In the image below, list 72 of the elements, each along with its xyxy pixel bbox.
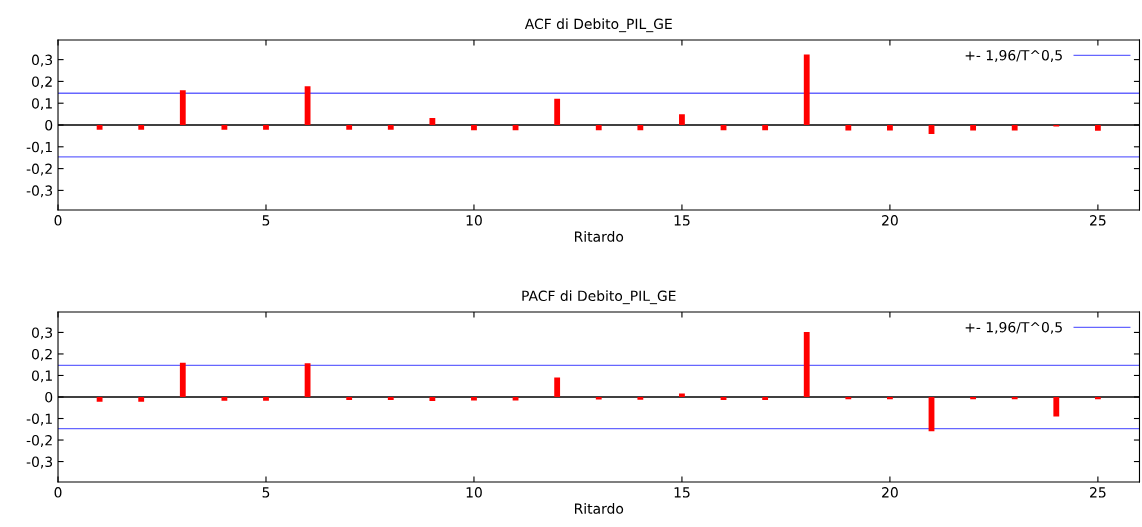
bar	[429, 118, 436, 125]
bar	[471, 396, 477, 401]
bar	[471, 125, 477, 131]
y-tick-label: 0,1	[31, 98, 52, 111]
bar	[762, 396, 769, 400]
y-tick-label: 0	[45, 391, 53, 403]
bar	[346, 396, 353, 400]
y-tick-label: -0,2	[26, 163, 52, 176]
bar	[595, 125, 602, 131]
x-tick-label: 20	[882, 215, 898, 226]
bar	[263, 125, 269, 130]
bar	[1011, 396, 1018, 400]
bar	[1053, 396, 1060, 417]
bar	[263, 396, 269, 401]
x-axis-title: Ritardo	[574, 503, 624, 514]
bar	[637, 396, 644, 400]
x-tick-label: 15	[674, 215, 690, 226]
x-tick-label: 15	[674, 487, 690, 498]
x-tick-label: 25	[1090, 215, 1106, 226]
y-tick-label: -0,3	[26, 185, 53, 198]
x-tick-label: 5	[262, 487, 270, 498]
bar	[138, 396, 145, 402]
bar	[679, 114, 685, 125]
bar	[595, 396, 602, 400]
bar	[138, 125, 145, 130]
x-tick-label: 5	[262, 215, 270, 226]
x-tick-label: 0	[54, 487, 62, 498]
bar	[554, 377, 561, 397]
bar	[762, 125, 769, 131]
legend-label: +- 1,96/T^0,5	[965, 321, 1062, 334]
y-tick-label: 0,2	[31, 348, 52, 361]
bar	[845, 396, 852, 400]
y-tick-label: -0,1	[26, 413, 52, 426]
y-tick-label: 0,3	[31, 327, 53, 340]
bar	[970, 396, 977, 400]
bar	[845, 125, 852, 131]
y-tick-label: 0,1	[31, 370, 52, 383]
bar	[221, 396, 228, 401]
chart-title: PACF di Debito_PIL_GE	[522, 290, 676, 305]
bar	[96, 396, 103, 402]
x-axis-title: Ritardo	[574, 231, 624, 242]
bar	[887, 396, 893, 400]
y-tick-label: 0	[45, 119, 53, 131]
bar	[1011, 125, 1018, 131]
bar	[803, 332, 810, 397]
bar	[179, 90, 186, 125]
bar	[554, 98, 561, 125]
x-tick-label: 10	[466, 215, 482, 226]
bar	[679, 393, 685, 397]
legend-label: +- 1,96/T^0,5	[965, 49, 1062, 62]
x-tick-label: 25	[1090, 487, 1106, 498]
y-tick-label: 0,2	[31, 76, 52, 89]
y-tick-label: -0,2	[26, 435, 52, 447]
bar	[887, 125, 893, 131]
bar	[970, 125, 977, 131]
bar	[179, 362, 186, 397]
bar	[221, 125, 228, 130]
x-tick-label: 10	[466, 487, 482, 498]
bar	[803, 54, 810, 125]
y-tick-label: -0,3	[26, 456, 53, 469]
y-tick-label: -0,1	[26, 141, 52, 154]
x-tick-label: 20	[882, 487, 898, 498]
bar	[387, 396, 394, 400]
chart-title: ACF di Debito_PIL_GE	[524, 18, 672, 33]
bar	[96, 125, 103, 130]
x-tick-label: 0	[54, 215, 62, 226]
bar	[387, 125, 394, 130]
bar	[637, 125, 644, 131]
bar	[429, 396, 436, 402]
y-tick-label: 0,3	[31, 54, 53, 67]
bar	[1094, 125, 1101, 131]
bar	[346, 125, 353, 130]
